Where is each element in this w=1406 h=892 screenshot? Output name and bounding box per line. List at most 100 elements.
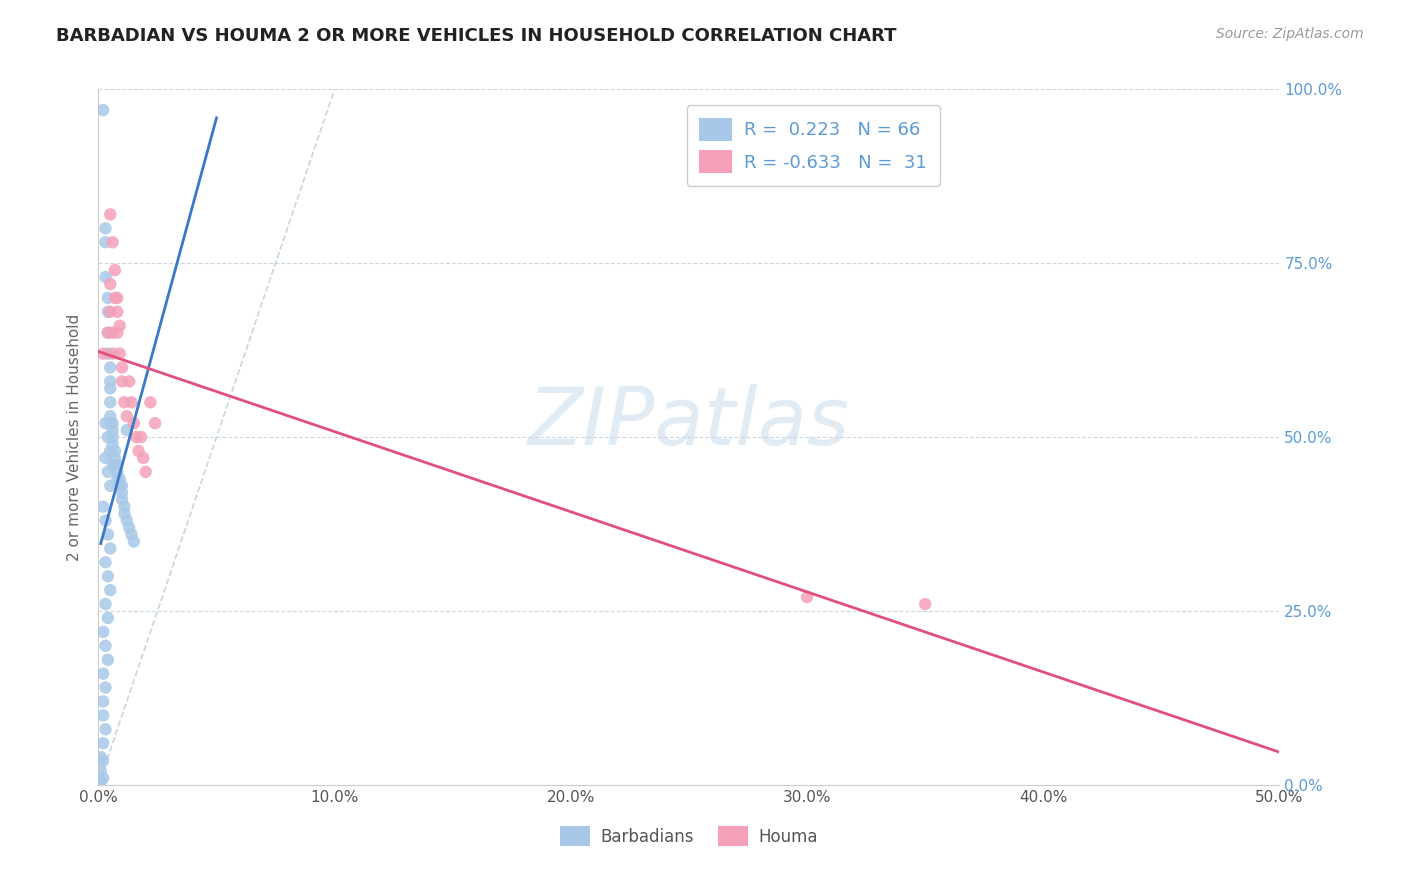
- Point: [98, 207, 121, 221]
- Point: [139, 395, 162, 409]
- Point: [94, 723, 117, 737]
- Point: [98, 416, 121, 430]
- Point: [101, 235, 124, 250]
- Point: [91, 694, 114, 708]
- Point: [98, 381, 121, 395]
- Point: [101, 416, 124, 430]
- Point: [94, 235, 117, 250]
- Point: [104, 291, 127, 305]
- Point: [90, 750, 112, 764]
- Point: [94, 270, 117, 285]
- Point: [104, 458, 127, 472]
- Point: [105, 465, 128, 479]
- Point: [111, 492, 134, 507]
- Point: [94, 416, 117, 430]
- Point: [111, 375, 134, 389]
- Y-axis label: 2 or more Vehicles in Household: 2 or more Vehicles in Household: [67, 313, 83, 561]
- Point: [91, 500, 114, 514]
- Point: [98, 360, 121, 375]
- Point: [91, 754, 114, 768]
- Point: [97, 305, 120, 319]
- Text: ZIPatlas: ZIPatlas: [527, 384, 851, 462]
- Point: [101, 430, 124, 444]
- Point: [105, 326, 128, 340]
- Point: [97, 326, 120, 340]
- Point: [97, 326, 120, 340]
- Point: [94, 597, 117, 611]
- Point: [111, 485, 134, 500]
- Point: [97, 291, 120, 305]
- Point: [97, 653, 120, 667]
- Point: [118, 520, 141, 534]
- Point: [97, 527, 120, 541]
- Point: [112, 500, 135, 514]
- Point: [94, 639, 117, 653]
- Point: [108, 472, 131, 486]
- Point: [122, 534, 145, 549]
- Point: [115, 423, 138, 437]
- Point: [98, 583, 121, 598]
- Point: [122, 416, 145, 430]
- Legend: Barbadians, Houma: Barbadians, Houma: [554, 820, 824, 853]
- Point: [91, 736, 114, 750]
- Point: [98, 395, 121, 409]
- Point: [118, 375, 141, 389]
- Point: [91, 771, 114, 785]
- Text: BARBADIAN VS HOUMA 2 OR MORE VEHICLES IN HOUSEHOLD CORRELATION CHART: BARBADIAN VS HOUMA 2 OR MORE VEHICLES IN…: [56, 27, 897, 45]
- Point: [97, 346, 120, 360]
- Point: [94, 514, 117, 528]
- Point: [98, 444, 121, 458]
- Point: [796, 590, 818, 604]
- Point: [94, 555, 117, 569]
- Point: [101, 346, 124, 360]
- Point: [101, 458, 124, 472]
- Point: [98, 541, 121, 556]
- Point: [112, 507, 135, 521]
- Point: [91, 346, 114, 360]
- Point: [115, 514, 138, 528]
- Text: Source: ZipAtlas.com: Source: ZipAtlas.com: [1216, 27, 1364, 41]
- Point: [104, 263, 127, 277]
- Point: [91, 103, 114, 117]
- Point: [97, 569, 120, 583]
- Point: [105, 305, 128, 319]
- Point: [98, 305, 121, 319]
- Point: [90, 764, 112, 778]
- Point: [108, 318, 131, 333]
- Point: [98, 409, 121, 424]
- Point: [121, 527, 143, 541]
- Point: [108, 346, 131, 360]
- Point: [91, 666, 114, 681]
- Point: [128, 444, 150, 458]
- Point: [105, 291, 128, 305]
- Point: [98, 479, 121, 493]
- Point: [112, 395, 135, 409]
- Point: [914, 597, 936, 611]
- Point: [104, 450, 127, 465]
- Point: [94, 681, 117, 695]
- Point: [98, 277, 121, 291]
- Point: [104, 444, 127, 458]
- Point: [94, 450, 117, 465]
- Point: [143, 416, 166, 430]
- Point: [98, 375, 121, 389]
- Point: [125, 430, 148, 444]
- Point: [121, 395, 143, 409]
- Point: [105, 458, 128, 472]
- Point: [105, 472, 128, 486]
- Point: [97, 465, 120, 479]
- Point: [97, 430, 120, 444]
- Point: [129, 430, 152, 444]
- Point: [101, 437, 124, 451]
- Point: [97, 611, 120, 625]
- Point: [91, 708, 114, 723]
- Point: [135, 465, 157, 479]
- Point: [91, 624, 114, 639]
- Point: [111, 479, 134, 493]
- Point: [108, 479, 131, 493]
- Point: [115, 409, 138, 424]
- Point: [101, 326, 124, 340]
- Point: [90, 774, 112, 789]
- Point: [111, 360, 134, 375]
- Point: [94, 221, 117, 235]
